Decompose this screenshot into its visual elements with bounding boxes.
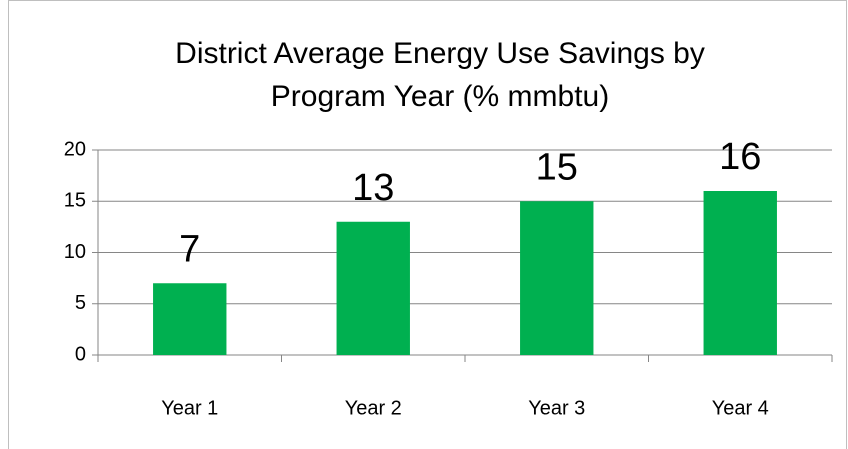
data-label: 7 <box>179 228 200 270</box>
y-tick-label: 0 <box>75 343 86 365</box>
x-tick-label: Year 1 <box>161 397 218 419</box>
y-tick-label: 15 <box>64 190 86 212</box>
bar <box>336 221 410 355</box>
chart-title: District Average Energy Use Savings by <box>175 37 705 70</box>
bar <box>153 283 227 355</box>
x-tick-label: Year 2 <box>345 397 402 419</box>
y-tick-label: 10 <box>64 241 86 263</box>
y-tick-label: 20 <box>64 138 86 160</box>
data-label: 15 <box>536 146 578 188</box>
chart-title: Program Year (% mmbtu) <box>271 80 609 113</box>
bar <box>520 201 594 355</box>
bar <box>703 191 777 355</box>
y-tick-label: 5 <box>75 292 86 314</box>
x-tick-label: Year 3 <box>528 397 585 419</box>
data-label: 16 <box>719 136 761 178</box>
x-tick-label: Year 4 <box>712 397 769 419</box>
data-label: 13 <box>352 167 394 209</box>
